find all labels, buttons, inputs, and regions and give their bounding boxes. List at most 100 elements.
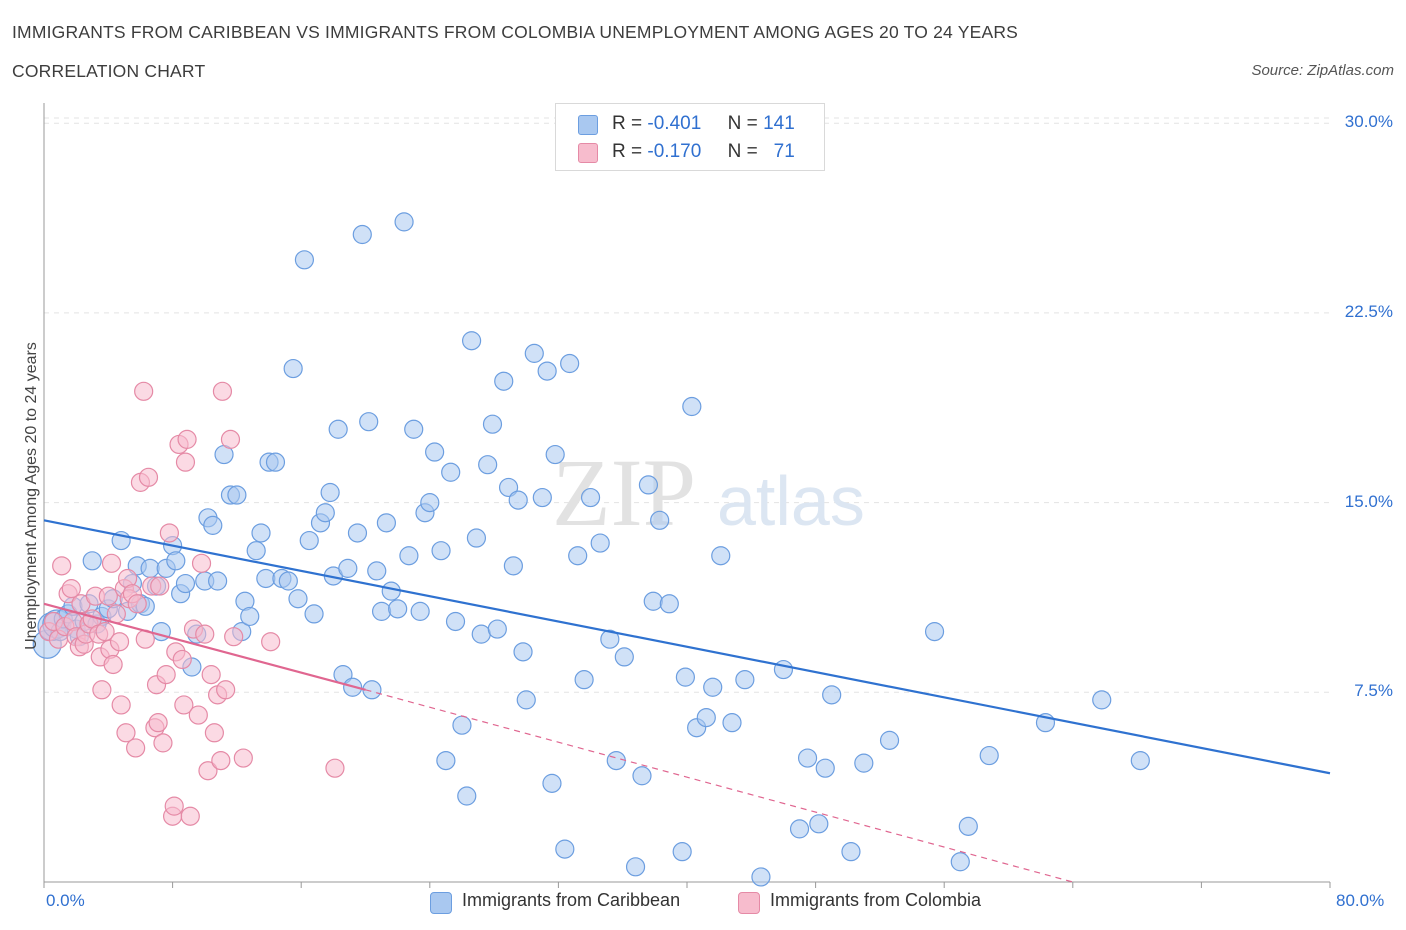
- colombia-point: [174, 695, 194, 715]
- caribbean-point: [537, 361, 557, 381]
- y-tick-label: 15.0%: [1344, 491, 1393, 511]
- caribbean-point: [338, 558, 358, 578]
- colombia-point: [153, 733, 173, 753]
- colombia-point: [134, 381, 154, 401]
- series-caribbean-points: [32, 212, 1150, 887]
- caribbean-point: [328, 419, 348, 439]
- caribbean-point: [471, 624, 491, 644]
- caribbean-point: [166, 551, 186, 571]
- caribbean-point: [381, 581, 401, 601]
- colombia-point: [233, 748, 253, 768]
- caribbean-point: [560, 353, 580, 374]
- caribbean-point: [203, 515, 223, 535]
- caribbean-point: [682, 396, 702, 417]
- caribbean-point: [498, 477, 519, 498]
- caribbean-point: [675, 667, 695, 687]
- caribbean-point: [399, 546, 419, 566]
- caribbean-point: [735, 670, 755, 690]
- caribbean-point: [487, 619, 507, 639]
- caribbean-point: [958, 816, 978, 836]
- caribbean-point: [482, 414, 503, 434]
- caribbean-point: [478, 455, 498, 475]
- colombia-point: [188, 705, 208, 725]
- watermark-atlas: atlas: [717, 462, 865, 540]
- caribbean-point: [288, 589, 308, 609]
- caribbean-point: [809, 814, 829, 834]
- caribbean-point: [246, 541, 266, 561]
- legend-swatch-caribbean: [578, 115, 598, 135]
- caribbean-point: [227, 485, 247, 505]
- caribbean-point: [256, 568, 276, 589]
- colombia-point: [106, 604, 126, 624]
- colombia-point: [180, 806, 200, 826]
- caribbean-point: [494, 371, 514, 391]
- caribbean-point: [950, 852, 970, 872]
- caribbean-point: [574, 670, 594, 690]
- colombia-point: [111, 695, 131, 715]
- x-tick-label-max: 80.0%: [1336, 891, 1385, 910]
- caribbean-point: [555, 839, 575, 859]
- caribbean-point: [294, 250, 315, 270]
- legend-label-caribbean: Immigrants from Caribbean: [462, 890, 681, 910]
- caribbean-point: [283, 358, 303, 379]
- axes: [43, 103, 1331, 888]
- colombia-point: [95, 622, 115, 642]
- caribbean-point: [815, 758, 835, 778]
- colombia-point: [150, 576, 170, 596]
- caribbean-point: [1130, 750, 1150, 771]
- caribbean-point: [625, 857, 646, 877]
- caribbean-point: [1092, 690, 1112, 710]
- caribbean-point: [797, 748, 818, 768]
- colombia-point: [101, 553, 122, 573]
- caribbean-point: [404, 419, 424, 439]
- caribbean-point: [304, 604, 324, 624]
- caribbean-point: [466, 528, 487, 548]
- colombia-point: [109, 632, 130, 652]
- caribbean-point: [352, 224, 372, 245]
- r-value-caribbean: -0.401: [647, 113, 702, 134]
- caribbean-point: [347, 523, 368, 543]
- caribbean-point: [879, 730, 900, 750]
- caribbean-point: [461, 331, 482, 351]
- caribbean-point: [388, 599, 408, 619]
- colombia-point: [92, 680, 112, 700]
- series-colombia-points: [39, 381, 345, 826]
- colombia-point: [156, 665, 176, 685]
- colombia-point: [52, 556, 72, 576]
- caribbean-point: [445, 611, 466, 632]
- caribbean-point: [420, 493, 440, 513]
- caribbean-point: [175, 573, 196, 594]
- caribbean-point: [979, 745, 999, 766]
- colombia-point: [138, 467, 159, 487]
- legend-swatch-caribbean: [430, 892, 452, 914]
- legend-swatch-colombia: [578, 143, 598, 163]
- trend-line-colombia-extension: [365, 689, 1073, 883]
- caribbean-point: [703, 677, 723, 697]
- caribbean-point: [457, 786, 477, 806]
- caribbean-point: [822, 685, 842, 705]
- trend-lines: [43, 519, 1331, 883]
- caribbean-point: [590, 533, 610, 553]
- caribbean-point: [299, 530, 319, 551]
- legend-swatch-colombia: [738, 892, 760, 914]
- colombia-point: [175, 452, 196, 472]
- colombia-point: [201, 665, 221, 685]
- caribbean-point: [696, 708, 716, 728]
- colombia-point: [216, 680, 236, 700]
- caribbean-point: [251, 523, 271, 543]
- colombia-point: [164, 796, 184, 816]
- caribbean-point: [410, 601, 430, 621]
- chart-subtitle: CORRELATION CHART: [12, 61, 206, 81]
- colombia-point: [177, 429, 197, 449]
- n-value-caribbean: 141: [763, 113, 795, 134]
- caribbean-point: [632, 766, 652, 786]
- colombia-point: [127, 594, 147, 614]
- y-axis-label: Unemployment Among Ages 20 to 24 years: [23, 342, 40, 650]
- colombia-point: [148, 713, 168, 733]
- colombia-point: [204, 723, 224, 743]
- colombia-point: [126, 738, 146, 758]
- caribbean-point: [606, 750, 626, 771]
- caribbean-point: [436, 750, 456, 771]
- caribbean-point: [854, 753, 874, 773]
- n-label: N =: [727, 113, 758, 134]
